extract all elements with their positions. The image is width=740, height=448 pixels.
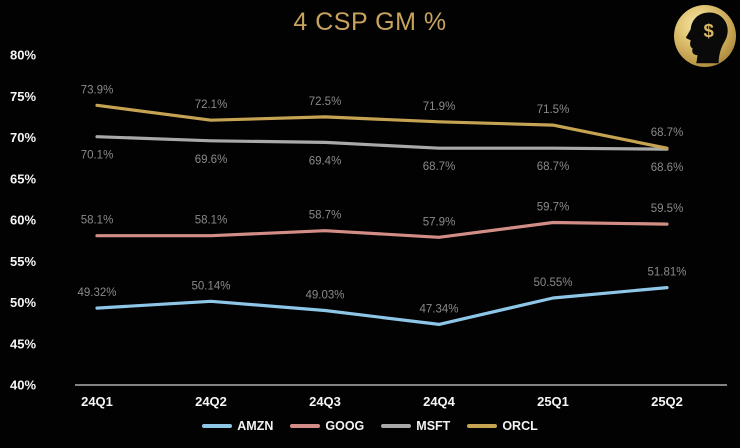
data-point-label: 57.9% — [423, 216, 456, 228]
chart-legend: AMZN GOOG MSFT ORCL — [0, 419, 740, 433]
y-axis-tick-label: 50% — [10, 295, 36, 310]
data-point-label: 49.32% — [77, 287, 116, 299]
series-line-amzn — [95, 286, 669, 326]
y-axis-tick-label: 80% — [10, 48, 36, 63]
brand-logo: $ — [674, 5, 736, 67]
data-point-label: 68.7% — [423, 161, 456, 173]
legend-marker-orcl — [467, 424, 498, 428]
legend-marker-msft — [381, 424, 412, 428]
legend-marker-amzn — [202, 424, 233, 428]
y-axis-tick-label: 75% — [10, 89, 36, 104]
data-point-label: 69.6% — [195, 154, 228, 166]
data-point-label: 50.14% — [191, 280, 230, 292]
data-point-label: 68.7% — [651, 127, 684, 139]
legend-label: AMZN — [237, 419, 274, 433]
data-point-label: 72.5% — [309, 96, 342, 108]
data-point-label: 59.5% — [651, 203, 684, 215]
legend-label: ORCL — [502, 419, 538, 433]
data-point-label: 58.7% — [309, 210, 342, 222]
data-point-label: 69.4% — [309, 155, 342, 167]
y-axis-tick-label: 60% — [10, 213, 36, 228]
data-point-label: 49.03% — [305, 290, 344, 302]
data-point-label: 59.7% — [537, 202, 570, 214]
data-point-label: 58.1% — [195, 215, 228, 227]
data-point-label: 73.9% — [81, 84, 114, 96]
data-point-label: 71.5% — [537, 104, 570, 116]
legend-label: MSFT — [416, 419, 451, 433]
x-axis-label: 25Q2 — [651, 394, 683, 409]
legend-item-amzn: AMZN — [202, 419, 273, 433]
data-point-label: 68.7% — [537, 161, 570, 173]
data-point-label: 50.55% — [533, 277, 572, 289]
x-axis-label: 25Q1 — [537, 394, 569, 409]
x-axis-label: 24Q1 — [81, 394, 113, 409]
legend-marker-goog — [290, 424, 321, 428]
x-axis-label: 24Q4 — [423, 394, 456, 409]
legend-item-goog: GOOG — [290, 419, 364, 433]
head-dollar-icon: $ — [685, 12, 728, 64]
y-axis-tick-label: 45% — [10, 336, 36, 351]
legend-item-msft: MSFT — [381, 419, 450, 433]
y-axis-tick-label: 65% — [10, 171, 36, 186]
series-line-msft — [95, 135, 669, 151]
series-line-orcl — [95, 103, 669, 150]
data-point-label: 51.81% — [647, 267, 686, 279]
dollar-sign: $ — [704, 20, 715, 41]
data-point-label: 70.1% — [81, 150, 114, 162]
legend-item-orcl: ORCL — [467, 419, 538, 433]
data-point-label: 58.1% — [81, 215, 114, 227]
y-axis-tick-label: 55% — [10, 254, 36, 269]
data-point-label: 47.34% — [419, 303, 458, 315]
data-point-label: 71.9% — [423, 101, 456, 113]
series-line-goog — [95, 220, 669, 239]
data-point-label: 72.1% — [195, 99, 228, 111]
data-point-label: 68.6% — [651, 162, 684, 174]
legend-label: GOOG — [325, 419, 365, 433]
y-axis-tick-label: 40% — [10, 378, 36, 393]
page-title: 4 CSP GM % — [293, 8, 447, 36]
x-axis-label: 24Q2 — [195, 394, 227, 409]
y-axis-tick-label: 70% — [10, 130, 36, 145]
x-axis-label: 24Q3 — [309, 394, 341, 409]
